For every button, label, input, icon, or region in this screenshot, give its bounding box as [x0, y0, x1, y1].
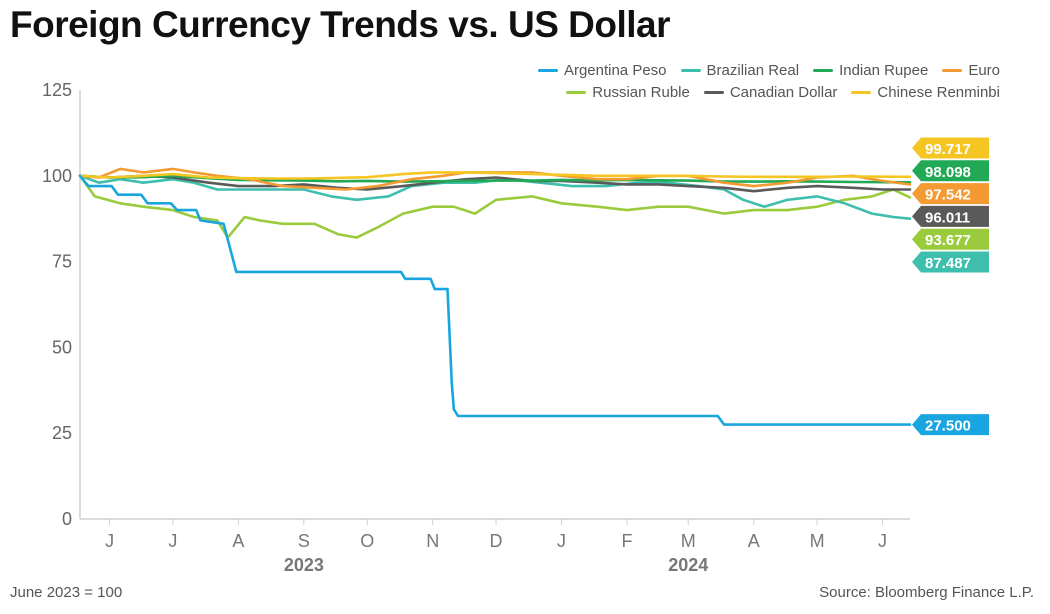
legend-label: Brazilian Real [706, 62, 800, 79]
end-argentina-peso-value-label: 27.500 [925, 418, 971, 435]
legend-label: Canadian Dollar [729, 84, 838, 101]
x-tick-label: N [426, 531, 439, 551]
legend-label: Indian Rupee [839, 62, 929, 79]
legend-row: Russian Ruble Canadian Dollar Chinese Renm… [480, 84, 1000, 101]
end-canadian-dollar-tag [912, 205, 989, 227]
y-tick-label: 100 [42, 166, 72, 186]
end-russian-ruble-value-label: 93.677 [925, 232, 971, 249]
x-tick-label: D [490, 531, 503, 551]
legend-swatch [703, 91, 724, 94]
series-line-argentina-peso [78, 174, 912, 426]
legend-item: Argentina Peso [537, 62, 667, 79]
x-tick-label: O [360, 531, 374, 551]
x-tick-label: J [168, 531, 177, 551]
end-chinese-renminbi-value-label: 99.717 [925, 141, 971, 158]
legend-item: Indian Rupee [813, 62, 928, 79]
series-line-russian-ruble [78, 174, 912, 239]
y-tick-label: 75 [52, 252, 72, 272]
legend-item: Chinese Renminbi [851, 84, 1000, 101]
end-brazilian-real-tag [912, 251, 989, 273]
legend-swatch [851, 91, 872, 94]
end-indian-rupee-value-label: 98.098 [925, 164, 971, 181]
y-tick-label: 125 [42, 80, 72, 100]
end-euro-tag [912, 183, 989, 205]
y-tick-label: 50 [52, 337, 72, 357]
end-argentina-peso-tag [912, 414, 989, 436]
legend-label: Russian Ruble [592, 84, 690, 101]
x-tick-label: A [748, 531, 760, 551]
x-year-label: 2024 [668, 555, 708, 575]
source-note: Source: Bloomberg Finance L.P. [819, 584, 1034, 601]
x-tick-label: J [878, 531, 887, 551]
y-tick-label: 0 [62, 509, 72, 529]
end-indian-rupee-tag [912, 160, 989, 182]
legend-swatch [813, 69, 834, 72]
x-tick-label: F [621, 531, 632, 551]
chart-title: Foreign Currency Trends vs. US Dollar [10, 4, 671, 45]
series-line-canadian-dollar [78, 174, 912, 193]
x-tick-label: M [681, 531, 696, 551]
legend-item: Euro [942, 62, 1000, 79]
end-brazilian-real-value-label: 87.487 [925, 255, 971, 272]
x-tick-label: J [105, 531, 114, 551]
chart-legend: Argentina Peso Brazilian Real Indian Rupee… [480, 62, 1000, 106]
legend-item: Canadian Dollar [703, 84, 838, 101]
legend-item: Brazilian Real [680, 62, 800, 79]
legend-item: Russian Ruble [566, 84, 690, 101]
legend-row: Argentina Peso Brazilian Real Indian Rupee… [480, 62, 1000, 79]
legend-swatch [566, 91, 587, 94]
x-tick-label: J [557, 531, 566, 551]
end-canadian-dollar-value-label: 96.011 [925, 209, 970, 226]
legend-swatch [537, 69, 558, 72]
legend-swatch [680, 69, 701, 72]
base-note: June 2023 = 100 [10, 584, 123, 601]
series-line-chinese-renminbi [78, 171, 912, 180]
legend-label: Chinese Renminbi [877, 84, 1000, 101]
end-chinese-renminbi-tag [912, 137, 989, 159]
end-euro-value-label: 97.542 [925, 187, 971, 204]
y-tick-label: 25 [52, 423, 72, 443]
x-tick-label: M [810, 531, 825, 551]
end-russian-ruble-tag [912, 228, 989, 250]
x-year-label: 2023 [284, 555, 324, 575]
x-tick-label: A [232, 531, 244, 551]
legend-label: Argentina Peso [563, 62, 667, 79]
x-tick-label: S [298, 531, 310, 551]
legend-label: Euro [968, 62, 1000, 79]
legend-swatch [942, 69, 963, 72]
